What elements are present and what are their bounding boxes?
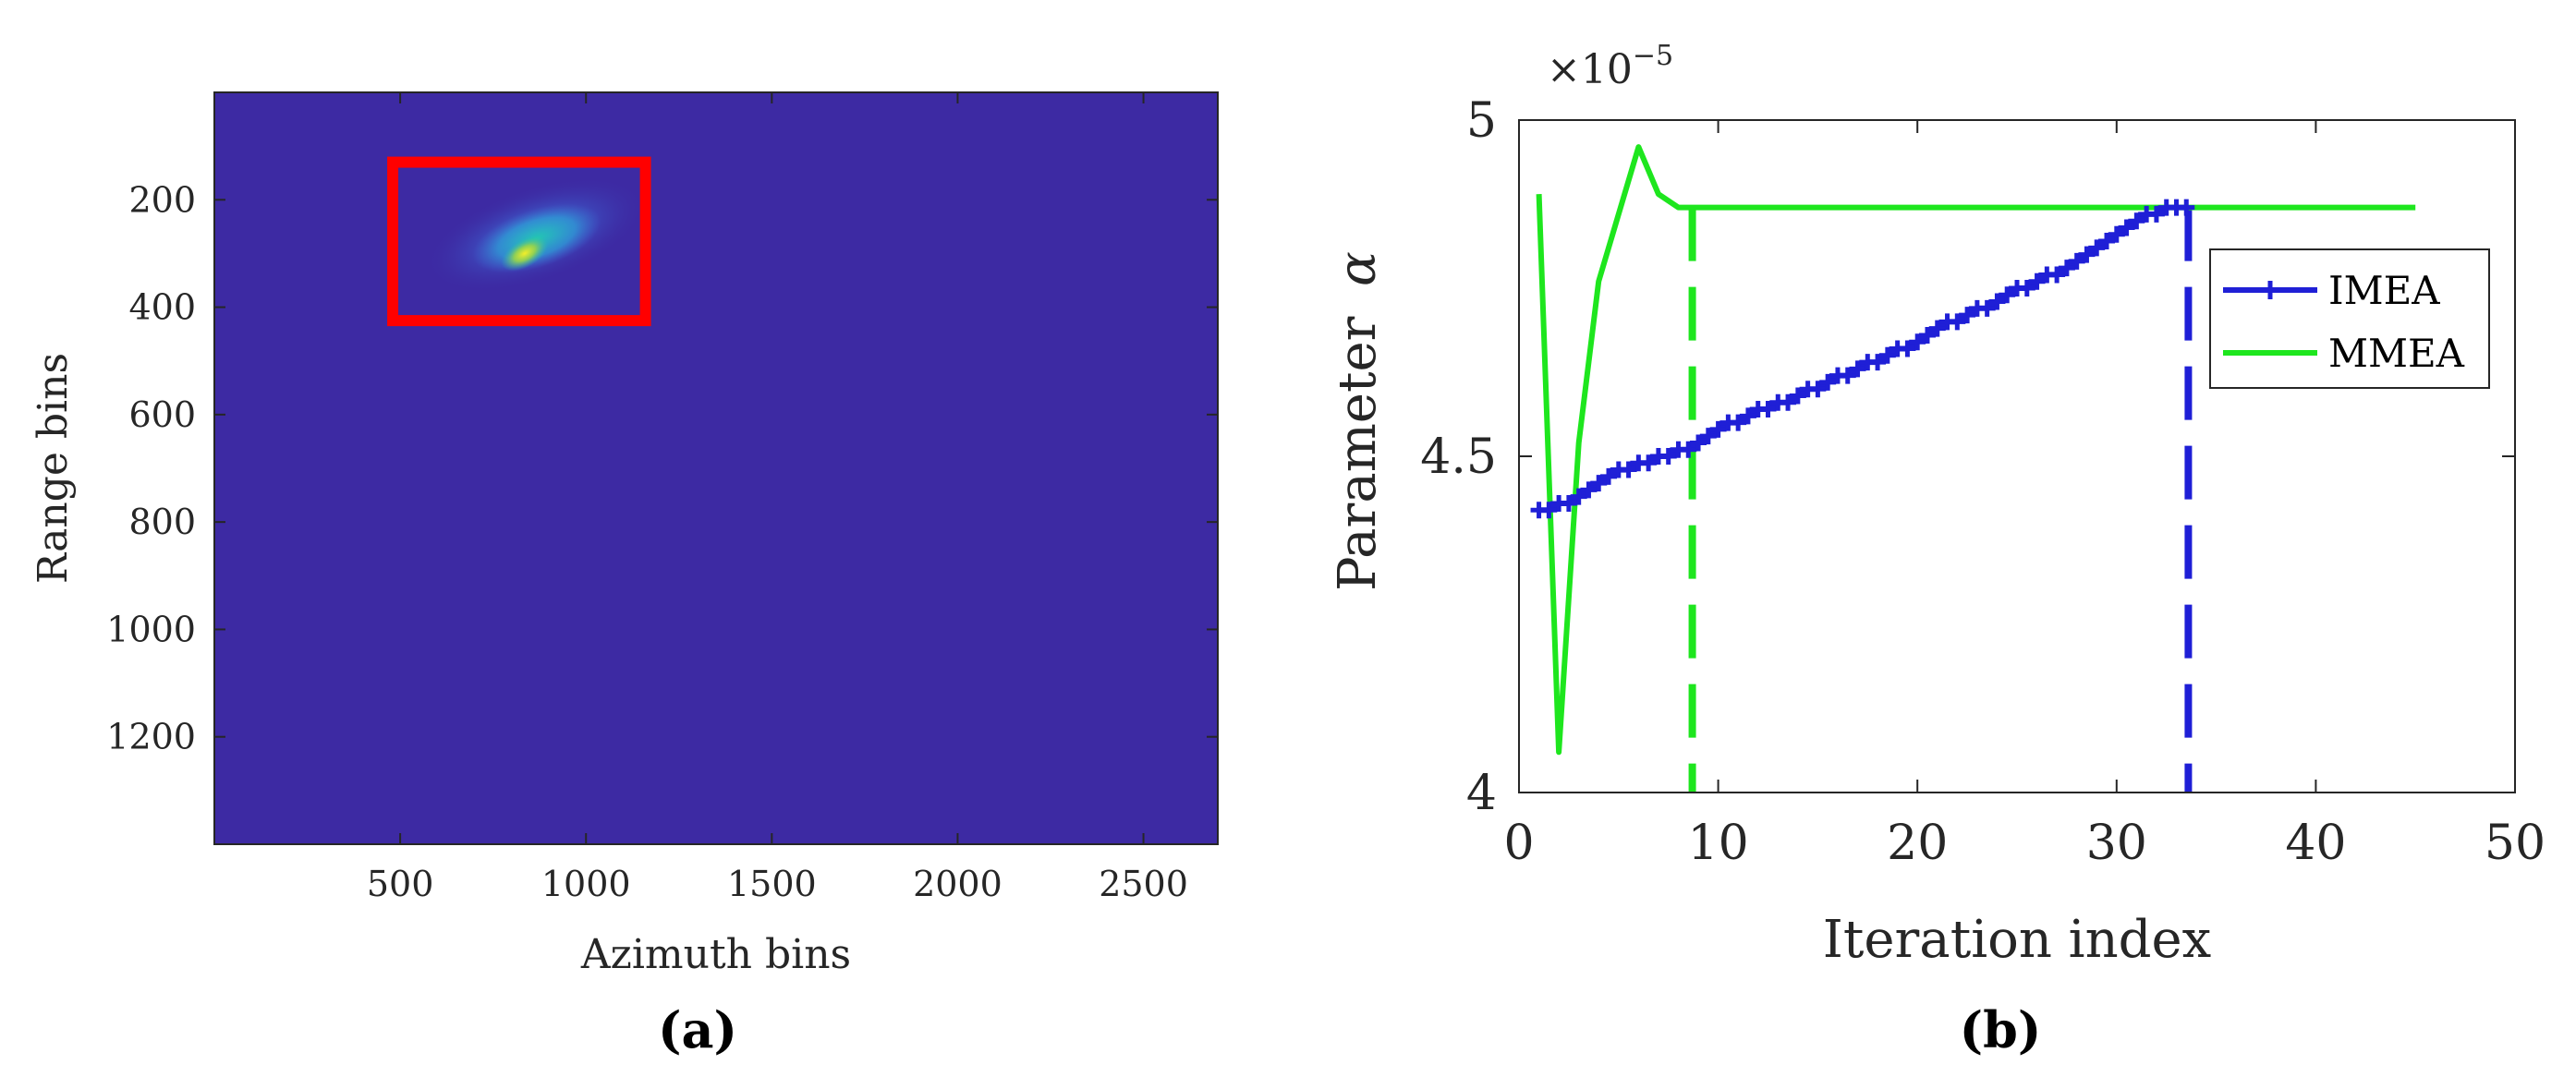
line-x-tick-label: 0 bbox=[1503, 816, 1534, 871]
data-point-imea bbox=[2118, 219, 2135, 236]
heatmap-frame bbox=[213, 91, 1219, 845]
data-point-imea bbox=[2058, 260, 2075, 277]
data-point-imea bbox=[1620, 461, 1637, 478]
y-exponent-power: −5 bbox=[1633, 40, 1673, 72]
data-point-imea bbox=[1999, 286, 2016, 304]
data-point-imea bbox=[2048, 266, 2066, 284]
panel-label-a: (a) bbox=[658, 1000, 737, 1059]
heatmap-y-tick-label: 1200 bbox=[106, 717, 196, 757]
heatmap-x-tick-label: 2500 bbox=[1099, 864, 1188, 904]
target-core bbox=[501, 236, 549, 272]
line-x-tick-label: 40 bbox=[2285, 816, 2346, 871]
line-x-ticks: 0 10 20 30 40 50 bbox=[1503, 120, 2546, 871]
data-point-imea bbox=[2178, 199, 2195, 216]
panel-label-b: (b) bbox=[1960, 1000, 2042, 1059]
data-point-imea bbox=[2078, 246, 2096, 263]
y-exponent-base: ×10 bbox=[1547, 46, 1633, 93]
data-point-imea bbox=[2098, 233, 2116, 250]
heatmap-x-tick-label: 1500 bbox=[727, 864, 817, 904]
data-point-imea bbox=[1819, 373, 1837, 391]
data-point-imea bbox=[2128, 212, 2145, 230]
data-point-imea bbox=[1580, 481, 1598, 499]
heatmap-y-tick-label: 1000 bbox=[106, 609, 196, 649]
line-chart-plot-area bbox=[1519, 120, 2515, 793]
vertical-dashed-lines bbox=[1688, 207, 2193, 793]
line-series bbox=[1530, 144, 2416, 756]
legend-marker-imea bbox=[2261, 281, 2279, 299]
heatmap-y-ticks: 200 400 600 800 1000 1200 bbox=[106, 179, 1218, 757]
data-point-imea bbox=[1600, 467, 1618, 485]
data-point-imea bbox=[1959, 307, 1976, 324]
data-point-imea bbox=[1659, 448, 1677, 465]
line-x-tick-label: 50 bbox=[2485, 816, 2546, 871]
data-point-imea bbox=[1899, 340, 1916, 357]
data-point-imea bbox=[1690, 434, 1707, 452]
data-point-imea bbox=[1759, 401, 1777, 418]
heatmap-y-tick-label: 600 bbox=[128, 394, 196, 435]
data-point-imea bbox=[1869, 354, 1887, 371]
data-point-imea bbox=[1949, 313, 1966, 331]
line-x-axis-label: Iteration index bbox=[1823, 910, 2211, 970]
heatmap-y-axis-label: Range bins bbox=[30, 353, 77, 584]
legend-label-imea: IMEA bbox=[2328, 268, 2440, 313]
data-point-imea bbox=[1570, 488, 1587, 505]
data-point-imea bbox=[1590, 475, 1608, 492]
data-point-imea bbox=[2108, 225, 2125, 243]
heatmap-x-ticks: 500 1000 1500 2000 2500 bbox=[367, 92, 1188, 904]
data-point-imea bbox=[1699, 428, 1717, 445]
heatmap-x-tick-label: 2000 bbox=[913, 864, 1002, 904]
data-point-imea bbox=[1640, 454, 1658, 472]
line-x-tick-label: 20 bbox=[1887, 816, 1948, 871]
line-y-tick-label: 4 bbox=[1466, 766, 1497, 821]
data-point-imea bbox=[1878, 346, 1896, 364]
panel-a-heatmap: 500 1000 1500 2000 2500 200 400 600 800 1000 1200… bbox=[30, 91, 1219, 1059]
data-point-imea bbox=[1849, 360, 1866, 378]
data-point-imea bbox=[2068, 252, 2085, 270]
legend-items: IMEA MMEA bbox=[2223, 268, 2465, 376]
data-point-imea bbox=[2088, 239, 2106, 257]
heatmap-x-axis-label: Azimuth bins bbox=[580, 931, 851, 978]
legend-label-mmea: MMEA bbox=[2328, 331, 2465, 376]
line-y-ticks: 44.55 bbox=[1420, 93, 2515, 821]
line-y-axis-label-text: Parameter bbox=[1328, 316, 1388, 591]
data-point-imea bbox=[1680, 441, 1697, 458]
data-point-imea bbox=[1928, 320, 1946, 337]
heatmap-background bbox=[214, 92, 1218, 844]
data-point-imea bbox=[2028, 272, 2046, 290]
heatmap-x-tick-label: 1000 bbox=[541, 864, 631, 904]
data-point-imea bbox=[1789, 387, 1806, 405]
legend-box bbox=[2209, 248, 2490, 389]
data-point-imea bbox=[2147, 205, 2165, 223]
data-point-imea bbox=[1540, 502, 1558, 519]
data-point-imea bbox=[1978, 299, 1996, 317]
data-point-imea bbox=[2018, 280, 2035, 296]
line-y-tick-label: 4.5 bbox=[1420, 430, 1497, 485]
data-point-imea bbox=[1560, 494, 1577, 512]
data-point-imea bbox=[1780, 393, 1797, 411]
line-y-axis-label-symbol: α bbox=[1328, 251, 1388, 286]
line-y-axis-label: Parameter α bbox=[1328, 251, 1388, 591]
y-exponent-label: ×10−5 bbox=[1547, 40, 1673, 93]
legend: IMEA MMEA bbox=[2209, 248, 2490, 389]
line-x-tick-label: 10 bbox=[1688, 816, 1749, 871]
data-point-imea bbox=[1739, 407, 1756, 425]
line-y-tick-label: 5 bbox=[1466, 93, 1497, 149]
series-line-mmea bbox=[1536, 144, 2416, 756]
line-x-tick-label: 30 bbox=[2086, 816, 2147, 871]
data-point-imea bbox=[1918, 326, 1936, 344]
data-point-imea bbox=[1988, 293, 2006, 310]
heatmap-y-tick-label: 800 bbox=[128, 502, 196, 542]
data-point-imea bbox=[1839, 367, 1856, 384]
heatmap-y-tick-label: 200 bbox=[128, 179, 196, 220]
data-point-imea bbox=[1909, 333, 1926, 351]
panel-b-line-chart: 0 10 20 30 40 50 44.55 ×10−5 Iteration index … bbox=[1328, 40, 2546, 1059]
heatmap-x-tick-label: 500 bbox=[367, 864, 434, 904]
data-point-imea bbox=[1730, 414, 1747, 431]
data-point-imea bbox=[1709, 420, 1727, 438]
heatmap-target-blob bbox=[425, 177, 647, 293]
data-point-imea bbox=[1809, 381, 1827, 398]
heatmap-y-tick-label: 400 bbox=[128, 287, 196, 328]
highlight-box bbox=[387, 156, 651, 327]
